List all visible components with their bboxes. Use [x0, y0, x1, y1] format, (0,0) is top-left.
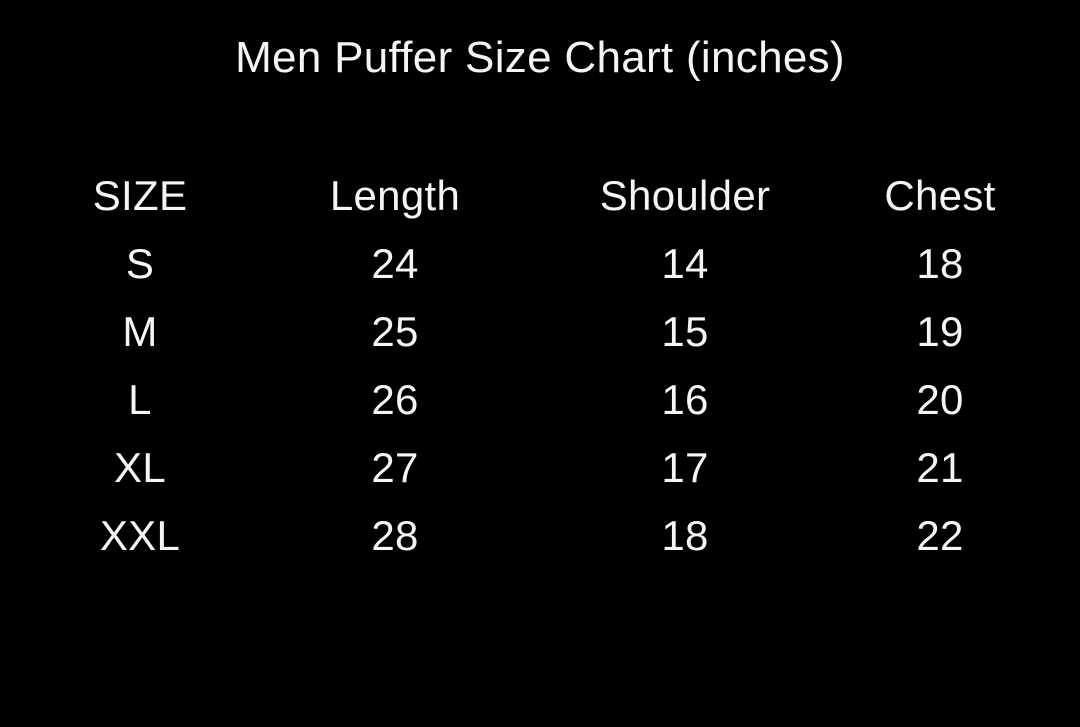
length-value: 28: [371, 512, 419, 559]
size-table: SIZE Length Shoulder Chest S 24 14 18 M …: [60, 162, 1080, 570]
table-row-l: L 26 16 20: [60, 366, 1080, 434]
table-header-row: SIZE Length Shoulder Chest: [60, 162, 1080, 230]
table-row-m: M 25 15 19: [60, 298, 1080, 366]
shoulder-value: 16: [661, 376, 709, 423]
shoulder-value: 15: [661, 308, 709, 355]
shoulder-value: 14: [661, 240, 709, 287]
chest-value: 22: [916, 512, 964, 559]
chest-value: 19: [916, 308, 964, 355]
column-header-shoulder: Shoulder: [599, 172, 771, 219]
table-row-s: S 24 14 18: [60, 230, 1080, 298]
table-row-xl: XL 27 17 21: [60, 434, 1080, 502]
column-header-size: SIZE: [92, 172, 188, 219]
column-header-length: Length: [329, 172, 461, 219]
size-value: M: [122, 308, 158, 355]
size-value: S: [125, 240, 155, 287]
length-value: 26: [371, 376, 419, 423]
chart-title: Men Puffer Size Chart (inches): [235, 33, 845, 82]
chest-value: 18: [916, 240, 964, 287]
chest-value: 21: [916, 444, 964, 491]
shoulder-value: 17: [661, 444, 709, 491]
size-value: XXL: [99, 512, 181, 559]
shoulder-value: 18: [661, 512, 709, 559]
column-header-chest: Chest: [884, 172, 996, 219]
length-value: 27: [371, 444, 419, 491]
table-row-xxl: XXL 28 18 22: [60, 502, 1080, 570]
length-value: 24: [371, 240, 419, 287]
length-value: 25: [371, 308, 419, 355]
size-value: L: [128, 376, 152, 423]
chest-value: 20: [916, 376, 964, 423]
size-value: XL: [114, 444, 166, 491]
